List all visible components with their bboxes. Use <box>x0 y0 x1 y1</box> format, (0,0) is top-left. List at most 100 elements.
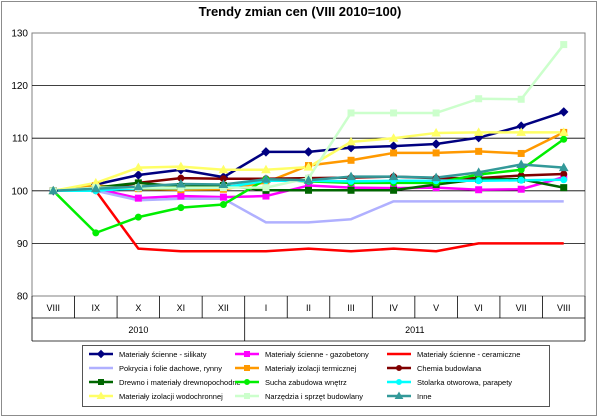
x-tick-label: VIII <box>557 303 571 313</box>
legend-label: Pokrycia i folie dachowe, rynny <box>119 364 222 373</box>
legend-item: Pokrycia i folie dachowe, rynny <box>89 364 222 373</box>
series-9-point <box>176 161 186 171</box>
series-7-point <box>560 135 568 143</box>
series-11-point <box>303 175 314 184</box>
y-tick-label: 100 <box>11 186 28 197</box>
legend-item: Materiały izolacji wodochronnej <box>89 391 223 401</box>
legend-label: Sucha zabudowa wnętrz <box>265 378 347 387</box>
series-1-point <box>134 194 142 202</box>
legend-label: Materiały ścienne - silikaty <box>119 350 207 359</box>
legend-item: Materiały izolacji termicznej <box>235 364 357 373</box>
legend-marker <box>396 379 402 385</box>
series-9-point <box>303 162 314 171</box>
x-tick-label: IV <box>389 303 398 313</box>
x-tick-label: X <box>135 303 141 313</box>
series-9-point <box>558 127 569 136</box>
series-11-point <box>48 185 59 195</box>
x-tick-label: I <box>265 303 268 313</box>
legend-label: Materiały izolacji wodochronnej <box>119 392 223 401</box>
series-11-point <box>516 159 527 168</box>
series-10-point <box>347 109 355 117</box>
series-11-point <box>558 162 569 172</box>
series-8-point <box>475 177 483 185</box>
series-1-point <box>219 193 227 201</box>
x-tick-label: IX <box>92 303 101 313</box>
legend-label: Materiały ścienne - gazobetony <box>265 350 369 359</box>
series-10-point <box>390 109 398 117</box>
series-7-point <box>92 229 100 237</box>
legend-items: Materiały ścienne - silikaty Materiały śc… <box>89 349 520 401</box>
year-group-label: 2010 <box>128 325 148 335</box>
series-10-point <box>475 95 483 103</box>
series-1-point <box>475 186 483 194</box>
chart-title: Trendy zmian cen (VIII 2010=100) <box>198 4 402 19</box>
legend-item: Sucha zabudowa wnętrz <box>235 378 347 387</box>
legend-marker <box>244 393 250 399</box>
x-tick-label: XII <box>218 303 229 313</box>
x-tick-label: VIII <box>47 303 61 313</box>
series-0-point <box>559 107 569 117</box>
legend-label: Materiały izolacji termicznej <box>265 364 357 373</box>
legend-item: Narzędzia i sprzęt budowlany <box>235 392 363 401</box>
x-tick-label: II <box>306 303 311 313</box>
series-10-point <box>432 109 440 117</box>
legend-item: Inne <box>387 391 432 401</box>
series-11-point <box>176 178 186 188</box>
series-7-point <box>134 213 142 221</box>
legend-label: Materiały ścienne - ceramiczne <box>417 350 520 359</box>
series-6-point <box>560 184 568 192</box>
series-10-point <box>560 41 568 49</box>
series-11-point <box>388 171 399 181</box>
legend-item: Chemia budowlana <box>387 364 482 373</box>
series-2-line <box>53 189 564 253</box>
x-tick-label: VII <box>516 303 527 313</box>
series-6-point <box>390 186 398 194</box>
legend-marker <box>396 365 402 371</box>
series-11-point <box>473 167 484 176</box>
series-9-point <box>473 127 484 136</box>
legend-marker <box>244 379 250 385</box>
series-1-point <box>262 192 270 200</box>
legend-item: Stolarka otworowa, parapety <box>387 378 512 387</box>
y-tick-label: 130 <box>11 29 28 40</box>
series-10-point <box>262 184 270 192</box>
series-11-point <box>90 183 101 193</box>
series-0-point <box>431 139 441 149</box>
legend-marker <box>244 351 250 357</box>
series-1-point <box>177 192 185 200</box>
year-group-label: 2011 <box>405 325 424 335</box>
series-9-point <box>346 136 356 146</box>
series-0-point <box>303 147 314 157</box>
y-tick-label: 120 <box>11 81 28 92</box>
legend-label: Drewno i materiały drewnopochodne <box>119 378 241 387</box>
series-9-point <box>516 127 527 136</box>
legend-item: Materiały ścienne - ceramiczne <box>387 350 520 359</box>
series-9-point <box>133 162 144 172</box>
series-0-point <box>346 142 356 153</box>
legend-marker <box>244 365 250 371</box>
legend-marker <box>394 391 404 399</box>
series-6-point <box>347 186 355 194</box>
series-9-point <box>388 133 399 142</box>
series-8-point <box>517 176 525 184</box>
legend-item: Drewno i materiały drewnopochodne <box>89 378 241 387</box>
legend-item: Materiały ścienne - gazobetony <box>235 350 369 359</box>
series-5-point <box>560 170 568 178</box>
series-4-point <box>390 149 398 157</box>
series-9-point <box>261 164 271 174</box>
series-1-point <box>517 185 525 193</box>
legend: Materiały ścienne - silikaty Materiały śc… <box>82 345 550 407</box>
y-tick-label: 110 <box>12 134 28 145</box>
legend-marker <box>98 379 104 385</box>
series-4-point <box>347 156 355 164</box>
x-tick-label: XI <box>177 303 186 313</box>
legend-label: Inne <box>417 392 432 401</box>
series-11-point <box>261 174 271 183</box>
series-7-point <box>177 204 185 212</box>
legend-label: Narzędzia i sprzęt budowlany <box>265 392 363 401</box>
series-11-point <box>431 172 441 182</box>
marker-layer <box>48 41 569 237</box>
legend-label: Chemia budowlana <box>417 364 482 373</box>
